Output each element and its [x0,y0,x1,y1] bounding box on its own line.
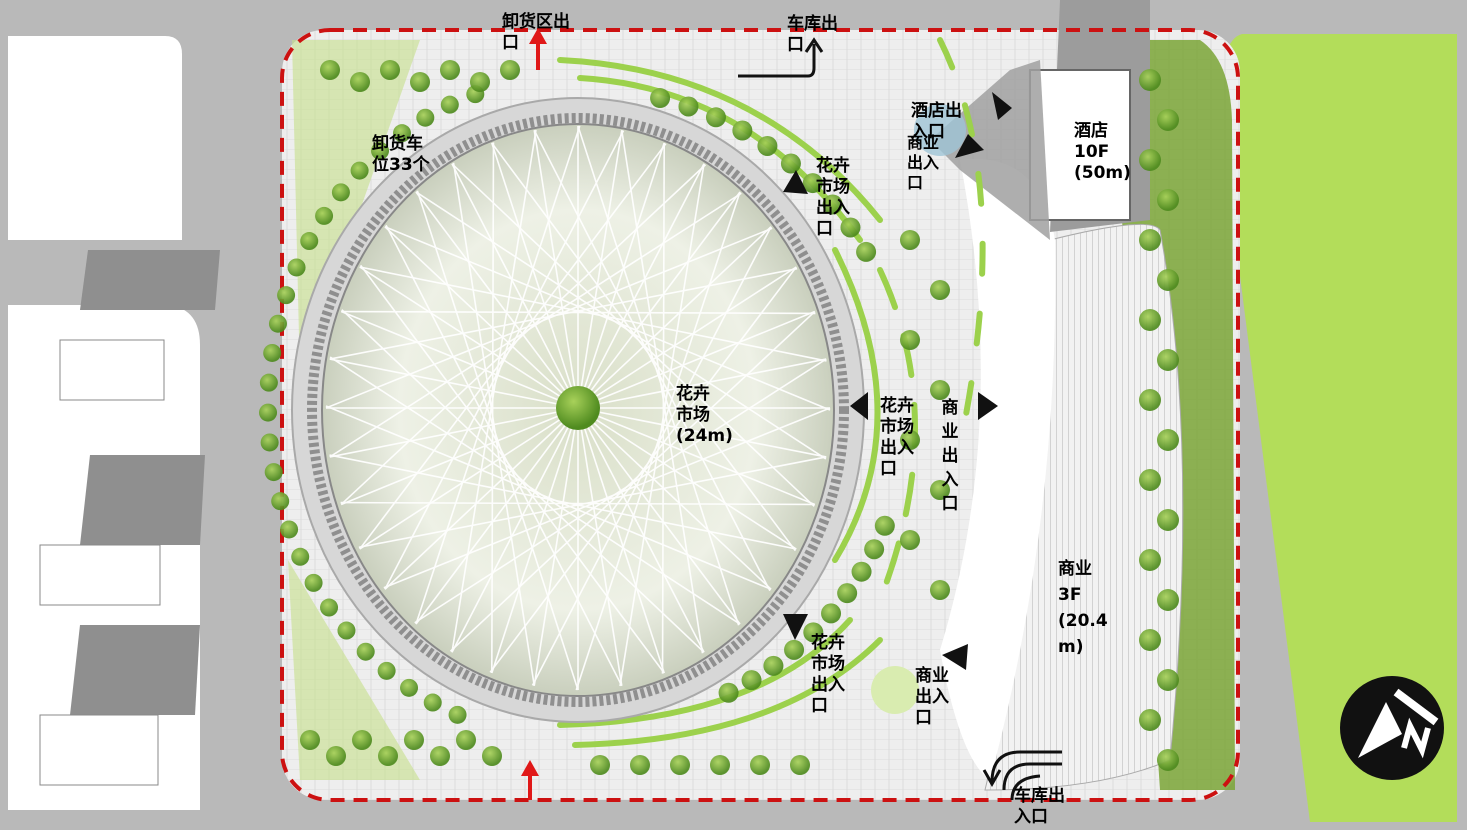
garage-exit-arrow-top [738,37,824,78]
triangle-marker-icon [942,644,968,670]
west-residential-buildings [39,250,220,786]
north-arrow-icon [1340,676,1444,780]
label-garage-entrance-bottom: 车库出 入口 [1014,786,1065,827]
label-hotel-tower: 酒店 10F (50m) [1074,121,1131,183]
label-unload-exit: 卸货区出 口 [502,12,570,53]
west-block [8,36,182,240]
east-lawn [1219,34,1457,822]
label-flower-market-entrance-se: 花卉 市场 出入 口 [811,633,845,716]
hotel-tower [914,0,1150,240]
red-entry-arrow-bottom [521,760,539,800]
triangle-marker-icon [992,92,1012,120]
label-commerce-block: 商业 3F (20.4 m) [1058,559,1108,657]
label-commerce-entrance-mid: 商 业 出 入 口 [941,398,959,514]
trees [259,60,1179,775]
triangle-marker-icon [783,614,808,640]
label-garage-exit-top: 车库出 口 [787,14,838,55]
label-flower-market-main: 花卉 市场 (24m) [676,384,733,446]
triangle-marker-icon [850,392,868,420]
label-commerce-entrance-bottom: 商业 出入 口 [915,666,949,728]
triangle-marker-icon [978,392,998,420]
dome-roof-spokes [325,125,831,691]
label-flower-market-entrance-e: 花卉 市场 出入 口 [880,396,914,479]
red-entry-arrow-top [529,28,547,70]
label-flower-market-entrance-ne: 花卉 市场 出入 口 [816,156,850,239]
dome-center-garden [556,386,600,430]
triangle-marker-icon [783,170,808,194]
triangle-marker-icon [955,134,984,158]
entrance-markers [783,92,1012,670]
label-commerce-entrance-top: 商业 出入 口 [907,133,940,192]
inner-walkway [940,159,1056,780]
site-boundary [280,28,1240,802]
garage-entry-arrow-bottom [982,750,1062,801]
label-hotel-exit: 酒店出 入口 [911,101,962,142]
label-unload-bays: 卸货车 位33个 [372,134,430,175]
